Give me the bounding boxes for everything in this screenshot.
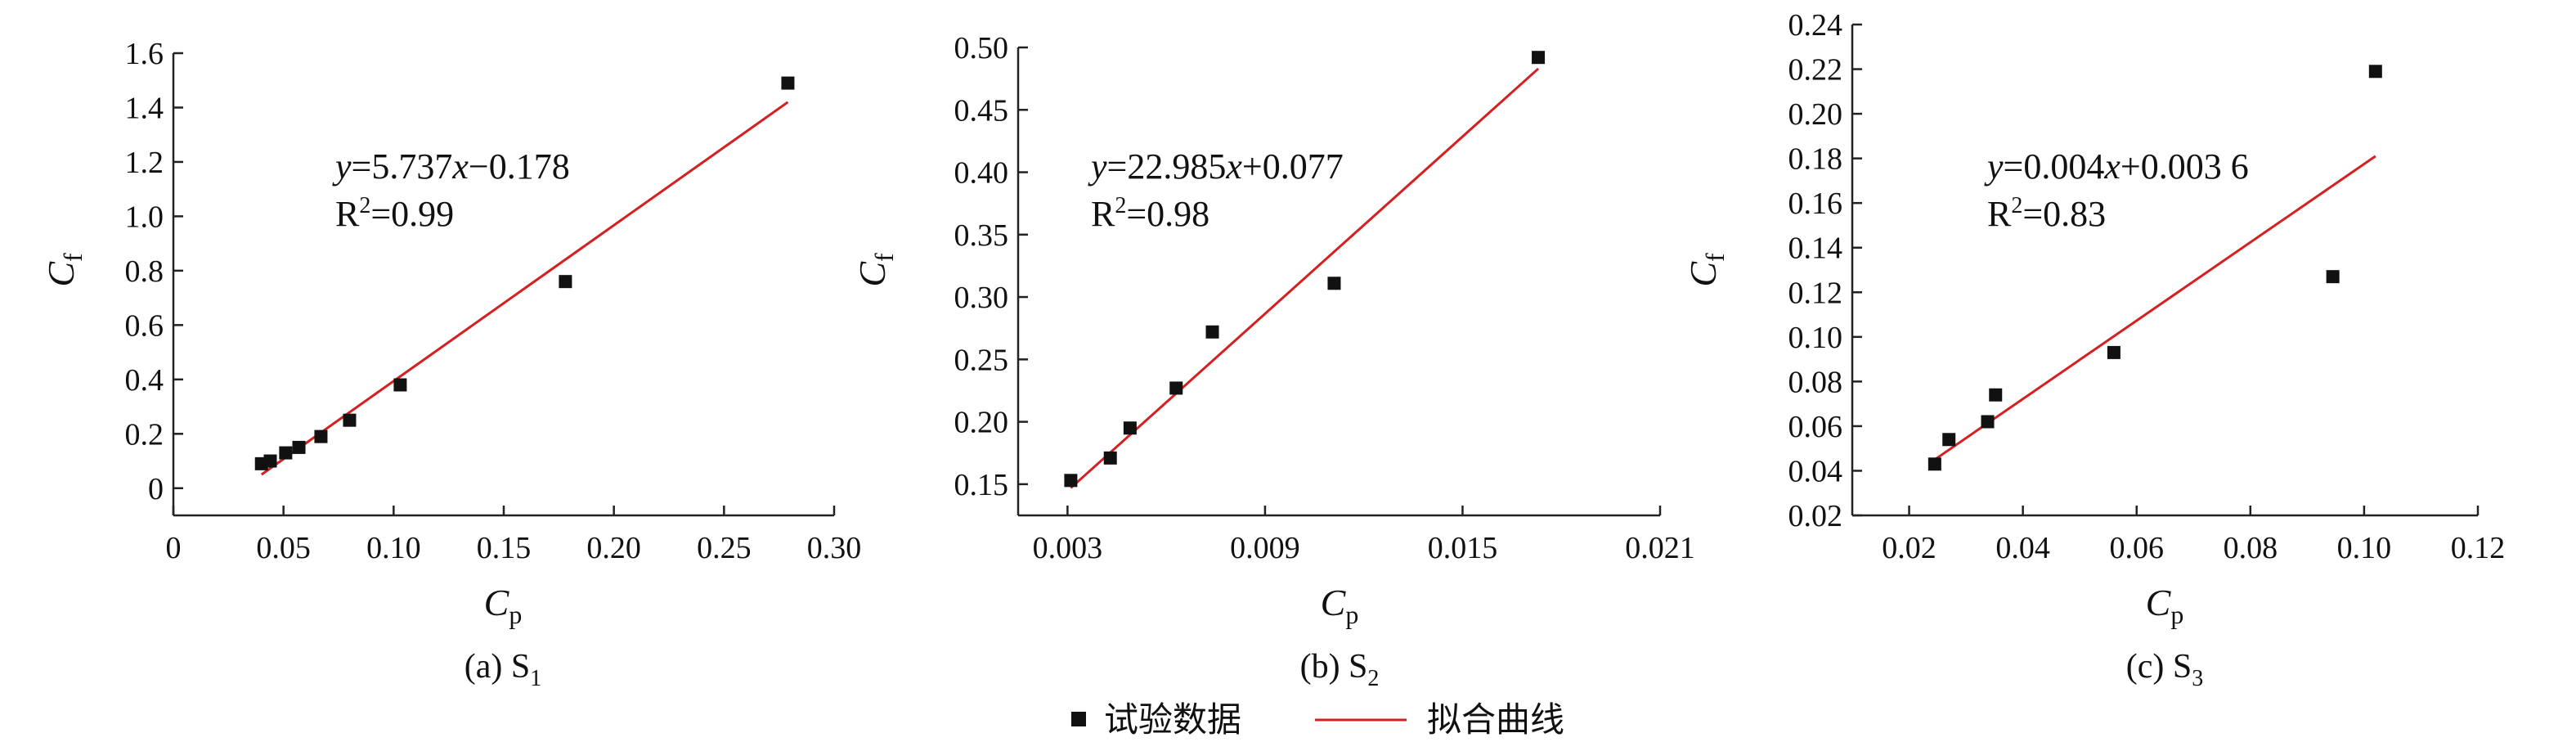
y-tick-label-c: 0.06 (1788, 410, 1843, 444)
y-tick-label-c: 0.10 (1788, 321, 1843, 355)
y-tick-label-c: 0.04 (1788, 454, 1843, 488)
x-tick-label-c: 0.12 (2451, 531, 2506, 565)
y-tick-label-c: 0.22 (1788, 53, 1843, 88)
y-axis-label-c: Cf (1682, 253, 1730, 287)
data-point-b (1064, 474, 1078, 488)
y-tick-label-a: 0.6 (125, 308, 164, 343)
fit-line-c (1933, 155, 2376, 461)
r-squared-b: R2=0.98 (1091, 193, 1209, 234)
data-point-a (393, 378, 407, 392)
y-tick-label-b: 0.30 (954, 281, 1009, 315)
y-tick-label-b: 0.15 (954, 468, 1009, 502)
y-tick-label-c: 0.14 (1788, 232, 1843, 266)
legend-label-fit: 拟合曲线 (1427, 699, 1564, 740)
x-tick-label-a: 0 (166, 531, 182, 565)
r-squared-a: R2=0.99 (335, 193, 454, 234)
x-tick-label-b: 0.015 (1428, 531, 1498, 565)
y-tick-label-c: 0.12 (1788, 276, 1843, 310)
y-tick-label-c: 0.18 (1788, 142, 1843, 177)
data-point-b (1123, 421, 1137, 435)
x-tick-label-c: 0.08 (2224, 531, 2278, 565)
x-tick-label-c: 0.06 (2109, 531, 2164, 565)
x-tick-label-b: 0.021 (1625, 531, 1695, 565)
y-tick-label-a: 1.4 (125, 91, 164, 125)
y-tick-label-b: 0.25 (954, 343, 1009, 377)
panel-c: 0.02 0.04 0.06 0.08 0.10 0.12 0.02 0.04 0.06 0.08… (1682, 8, 2505, 691)
x-axis-label-c: Cp (2146, 582, 2184, 629)
panel-a: 0 0.05 0.10 0.15 0.20 0.25 0.30 0 0.2 0.4 0.6 0.8 1.… (40, 37, 861, 691)
y-tick-label-c: 0.02 (1788, 499, 1843, 533)
y-tick-label-a: 0.2 (125, 417, 164, 452)
y-tick-label-b: 0.20 (954, 406, 1009, 440)
caption-c: (c) S3 (2126, 648, 2203, 691)
legend-label-data: 试验数据 (1104, 699, 1241, 740)
x-tick-label-a: 0.15 (477, 531, 532, 565)
data-point-a (314, 429, 328, 443)
data-point-a (292, 440, 306, 454)
x-tick-label-c: 0.02 (1882, 531, 1936, 565)
y-tick-label-c: 0.20 (1788, 97, 1843, 132)
data-point-a (781, 76, 795, 90)
y-tick-label-b: 0.45 (954, 93, 1009, 128)
y-tick-label-a: 1.0 (125, 200, 164, 234)
plot-area-a: 0 0.05 0.10 0.15 0.20 0.25 0.30 0 0.2 0.4 0.6 0.8 1.… (125, 37, 862, 565)
fit-line-b (1070, 67, 1540, 489)
x-tick-label-a: 0.25 (697, 531, 752, 565)
x-tick-label-a: 0.10 (366, 531, 421, 565)
data-point-b (1532, 51, 1546, 65)
data-point-c (2326, 270, 2340, 284)
y-tick-label-c: 0.16 (1788, 187, 1843, 221)
x-tick-label-b: 0.009 (1230, 531, 1300, 565)
data-point-c (2107, 345, 2120, 359)
y-tick-label-a: 1.2 (125, 146, 164, 180)
y-tick-label-a: 0.4 (125, 363, 164, 398)
x-axis-label-b: Cp (1321, 582, 1359, 629)
caption-b: (b) S2 (1300, 648, 1380, 691)
data-point-c (2368, 65, 2382, 79)
y-axis-label-a: Cf (40, 253, 88, 287)
data-point-a (279, 446, 293, 460)
y-tick-label-a: 1.6 (125, 37, 164, 71)
caption-a: (a) S1 (464, 648, 541, 691)
legend: 试验数据 拟合曲线 (1071, 699, 1564, 740)
data-point-c (1942, 433, 1956, 447)
data-point-c (1981, 415, 1995, 429)
y-tick-label-a: 0.8 (125, 254, 164, 289)
equation-a: y=5.737x−0.178 (332, 146, 570, 187)
x-tick-label-c: 0.10 (2337, 531, 2392, 565)
fit-line-a (260, 101, 789, 476)
equation-c: y=0.004x+0.003 6 (1984, 146, 2249, 187)
y-tick-label-b: 0.40 (954, 156, 1009, 191)
x-tick-label-a: 0.05 (256, 531, 311, 565)
data-point-a (559, 275, 572, 289)
plot-area-c: 0.02 0.04 0.06 0.08 0.10 0.12 0.02 0.04 0.06 0.08… (1788, 8, 2506, 565)
equation-b: y=22.985x+0.077 (1088, 146, 1344, 187)
data-point-a (263, 454, 277, 468)
panel-b: 0.003 0.009 0.015 0.021 0.15 0.20 0.25 0.30 0.35… (851, 31, 1695, 691)
r-squared-c: R2=0.83 (1987, 193, 2106, 234)
y-tick-label-c: 0.24 (1788, 8, 1843, 43)
y-axis-label-b: Cf (851, 253, 899, 287)
data-point-b (1103, 451, 1117, 465)
data-point-b (1327, 277, 1341, 290)
x-tick-label-a: 0.30 (807, 531, 862, 565)
x-tick-label-b: 0.003 (1033, 531, 1103, 565)
data-point-a (343, 413, 357, 427)
data-point-c (1989, 388, 2003, 402)
x-axis-label-a: Cp (484, 582, 523, 629)
y-tick-label-b: 0.50 (954, 31, 1009, 65)
y-tick-label-b: 0.35 (954, 218, 1009, 253)
x-tick-label-a: 0.20 (586, 531, 641, 565)
y-tick-label-c: 0.08 (1788, 365, 1843, 399)
legend-marker-data (1071, 712, 1086, 726)
y-tick-label-a: 0 (148, 472, 164, 506)
x-tick-label-c: 0.04 (1995, 531, 2050, 565)
data-point-c (1928, 457, 1941, 471)
plot-area-b: 0.003 0.009 0.015 0.021 0.15 0.20 0.25 0.30 0.35… (954, 31, 1695, 565)
data-point-b (1169, 381, 1183, 395)
data-point-b (1205, 325, 1219, 339)
